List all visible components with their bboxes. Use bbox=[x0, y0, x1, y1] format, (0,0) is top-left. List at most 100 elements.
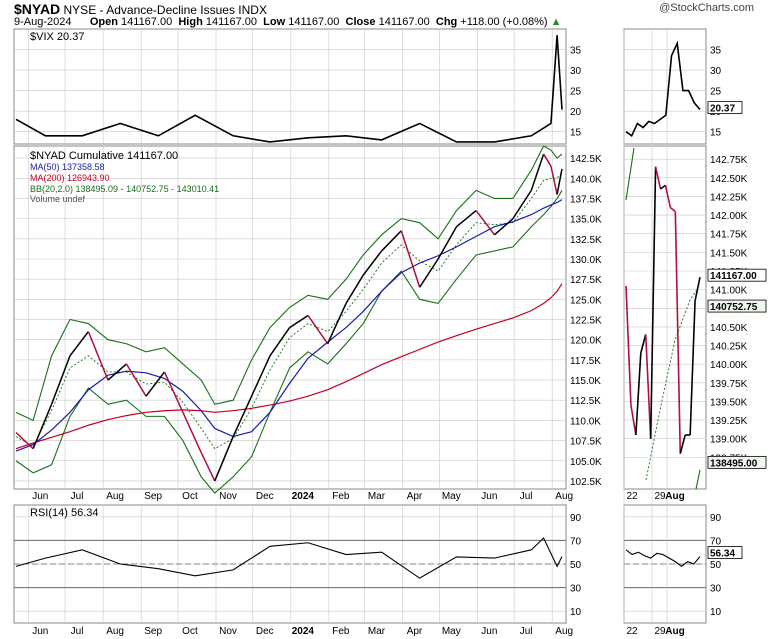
nyad-segment bbox=[456, 209, 477, 228]
zoom-main-last-tag: 141167.00 bbox=[710, 271, 757, 282]
rsi-tick-label: 90 bbox=[570, 513, 582, 524]
zoom-nyad-segment bbox=[644, 334, 652, 439]
nyad-segment bbox=[307, 315, 329, 345]
legend-rsi: RSI(14) 56.34 bbox=[30, 507, 98, 519]
zoom-rsi-line bbox=[625, 549, 701, 568]
x-tick-label-rsi: Mar bbox=[368, 626, 386, 637]
nyad-segment bbox=[475, 210, 496, 236]
rsi-tick-label: 30 bbox=[570, 584, 582, 595]
zoom-nyad-segment bbox=[694, 277, 701, 301]
zoom-bb-low-tag-box bbox=[707, 455, 767, 469]
zoom-bb-mid-tag-box bbox=[707, 299, 767, 313]
zoom-bb-upper-line bbox=[625, 147, 635, 201]
zoom-main-tick-label: 142.50K bbox=[710, 174, 748, 185]
zoom-main-tick-label: 142.00K bbox=[710, 211, 748, 222]
zoom-vix-tick-label: 25 bbox=[710, 87, 722, 98]
chg-value: +118.00 (+0.08%) bbox=[460, 16, 548, 28]
bb-middle-line bbox=[15, 171, 563, 450]
vix-tick-label: 15 bbox=[570, 128, 582, 139]
nyad-segment bbox=[419, 258, 439, 288]
date: 9-Aug-2024 bbox=[14, 16, 72, 28]
vix-tick-label: 25 bbox=[570, 87, 582, 98]
main-tick-label: 120.0K bbox=[570, 336, 602, 347]
zoom-nyad-segment bbox=[630, 405, 637, 436]
zoom-main-tick-label: 139.50K bbox=[710, 397, 748, 408]
zoom-vix-line bbox=[625, 40, 701, 138]
index-tag: INDX bbox=[238, 3, 267, 17]
zoom-main-tick-label: 139.25K bbox=[710, 416, 748, 427]
zoom-x-tick-label: 22 bbox=[626, 626, 638, 637]
zoom-vix-last-tag: 20.37 bbox=[710, 104, 735, 115]
x-tick-label-main: May bbox=[442, 491, 461, 502]
zoom-rsi-tick-label: 70 bbox=[710, 536, 722, 547]
zoom-x-tick-label: 29 bbox=[654, 491, 666, 502]
x-tick-label-main: Mar bbox=[368, 491, 386, 502]
nyad-segment bbox=[214, 436, 234, 482]
bb-upper-line bbox=[15, 145, 563, 422]
vix-tick-label: 35 bbox=[570, 46, 582, 57]
main-tick-label: 117.5K bbox=[570, 356, 601, 367]
x-tick-label-rsi: Nov bbox=[219, 626, 237, 637]
symbol: $NYAD bbox=[14, 1, 61, 17]
low-label: Low bbox=[263, 16, 286, 28]
nyad-segment bbox=[381, 230, 402, 252]
main-tick-label: 105.0K bbox=[570, 457, 602, 468]
zoom-nyad-segment bbox=[654, 166, 662, 190]
zoom-rsi-tick-label: 10 bbox=[710, 607, 722, 618]
nyad-segment bbox=[326, 303, 347, 345]
nyad-segment bbox=[362, 250, 383, 276]
zoom-nyad-segment bbox=[649, 166, 657, 439]
nyad-segment bbox=[550, 166, 558, 195]
zoom-rsi-tick-label: 50 bbox=[710, 560, 722, 571]
vix-line bbox=[15, 35, 563, 143]
chart-header: $NYAD NYSE - Advance-Decline Issues INDX bbox=[14, 1, 267, 17]
series bbox=[15, 35, 701, 579]
nyad-segment bbox=[32, 403, 53, 449]
main-tick-label: 127.5K bbox=[570, 275, 602, 286]
legend-ma200: MA(200) 126943.90 bbox=[30, 173, 110, 183]
zoom-bb-low-tag: 138495.00 bbox=[710, 458, 758, 469]
ohlc-row: 9-Aug-2024 Open 141167.00 High 141167.00… bbox=[14, 16, 562, 28]
legend-ma50: MA(50) 137358.58 bbox=[30, 162, 105, 172]
main-tick-label: 110.0K bbox=[570, 416, 601, 427]
stockcharts-logo: @StockCharts.com bbox=[659, 2, 754, 14]
main-tick-label: 140.0K bbox=[570, 174, 602, 185]
x-tick-label-rsi: Apr bbox=[407, 626, 423, 637]
grid bbox=[14, 30, 706, 623]
nyad-segment bbox=[69, 331, 89, 357]
exchange: NYSE bbox=[63, 3, 97, 17]
nyad-segment bbox=[232, 395, 253, 437]
x-tick-label-rsi: Feb bbox=[332, 626, 350, 637]
x-tick-label-main: Dec bbox=[256, 491, 274, 502]
main-tick-label: 135.0K bbox=[570, 215, 602, 226]
bb-lower-line bbox=[15, 190, 563, 494]
x-tick-label-rsi: Jul bbox=[520, 626, 533, 637]
x-tick-label-rsi: Aug bbox=[555, 626, 573, 637]
up-arrow-icon: ▲ bbox=[550, 16, 562, 28]
zoom-main-tick-label: 142.25K bbox=[710, 192, 748, 203]
legend-block: $VIX 20.37 $NYAD Cumulative 141167.00 MA… bbox=[30, 31, 219, 519]
nyad-segment bbox=[87, 331, 109, 381]
nyad-segment bbox=[145, 371, 166, 397]
main-tick-label: 102.5K bbox=[570, 477, 602, 488]
legend-vix: $VIX 20.37 bbox=[30, 31, 84, 43]
zoom-main-tick-label: 140.50K bbox=[710, 323, 748, 334]
zoom-nyad-segment bbox=[674, 211, 682, 454]
nyad-segment bbox=[345, 274, 364, 304]
zoom-vix-panel bbox=[623, 28, 707, 145]
x-tick-label-rsi: Jun bbox=[32, 626, 48, 637]
nyad-segment bbox=[530, 153, 545, 191]
nyad-segment bbox=[107, 363, 127, 381]
x-tick-label-main: Nov bbox=[219, 491, 237, 502]
legend-main: $NYAD Cumulative 141167.00 bbox=[30, 150, 178, 162]
main-tick-label: 122.5K bbox=[570, 316, 602, 327]
main-tick-label: 125.0K bbox=[570, 295, 602, 306]
zoom-rsi-last-tag: 56.34 bbox=[710, 549, 735, 560]
zoom-main-tick-label: 142.75K bbox=[710, 155, 748, 166]
x-tick-label-main: Sep bbox=[144, 491, 162, 502]
high-label: High bbox=[178, 16, 203, 28]
rsi-line bbox=[15, 537, 563, 579]
main-tick-label: 107.5K bbox=[570, 437, 602, 448]
zoom-vix-tick-label: 30 bbox=[710, 66, 722, 77]
nyad-segment bbox=[163, 371, 184, 413]
